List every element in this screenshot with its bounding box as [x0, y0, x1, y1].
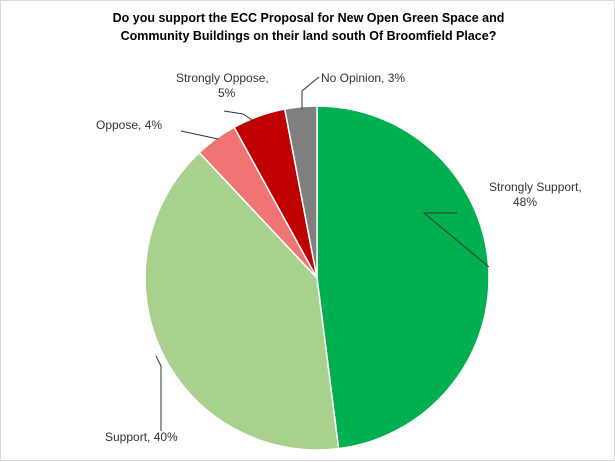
- data-label-oppose: Oppose, 4%: [96, 118, 162, 132]
- pie-slice-support: [144, 151, 340, 451]
- data-label-strongly-support: Strongly Support, 48%: [489, 180, 582, 209]
- leader-line-strongly-support: [422, 212, 490, 268]
- chart-title: Do you support the ECC Proposal for New …: [112, 11, 505, 43]
- pie-slice-no-opinion: [283, 105, 318, 279]
- leader-line-support: [155, 355, 162, 431]
- leader-lines: [155, 76, 490, 431]
- leader-line-strongly-oppose: [223, 110, 256, 123]
- pie-slices: [144, 105, 490, 451]
- leader-line-oppose: [180, 130, 219, 140]
- data-label-support: Support, 40%: [105, 430, 178, 444]
- data-labels: Strongly Support, 48% Support, 40% Oppose, …: [96, 71, 582, 444]
- data-label-strongly-oppose: Strongly Oppose, 5%: [176, 71, 269, 100]
- leader-line-no-opinion: [301, 76, 320, 109]
- pie-slice-strongly-support: [316, 105, 490, 450]
- data-label-no-opinion: No Opinion, 3%: [321, 71, 405, 85]
